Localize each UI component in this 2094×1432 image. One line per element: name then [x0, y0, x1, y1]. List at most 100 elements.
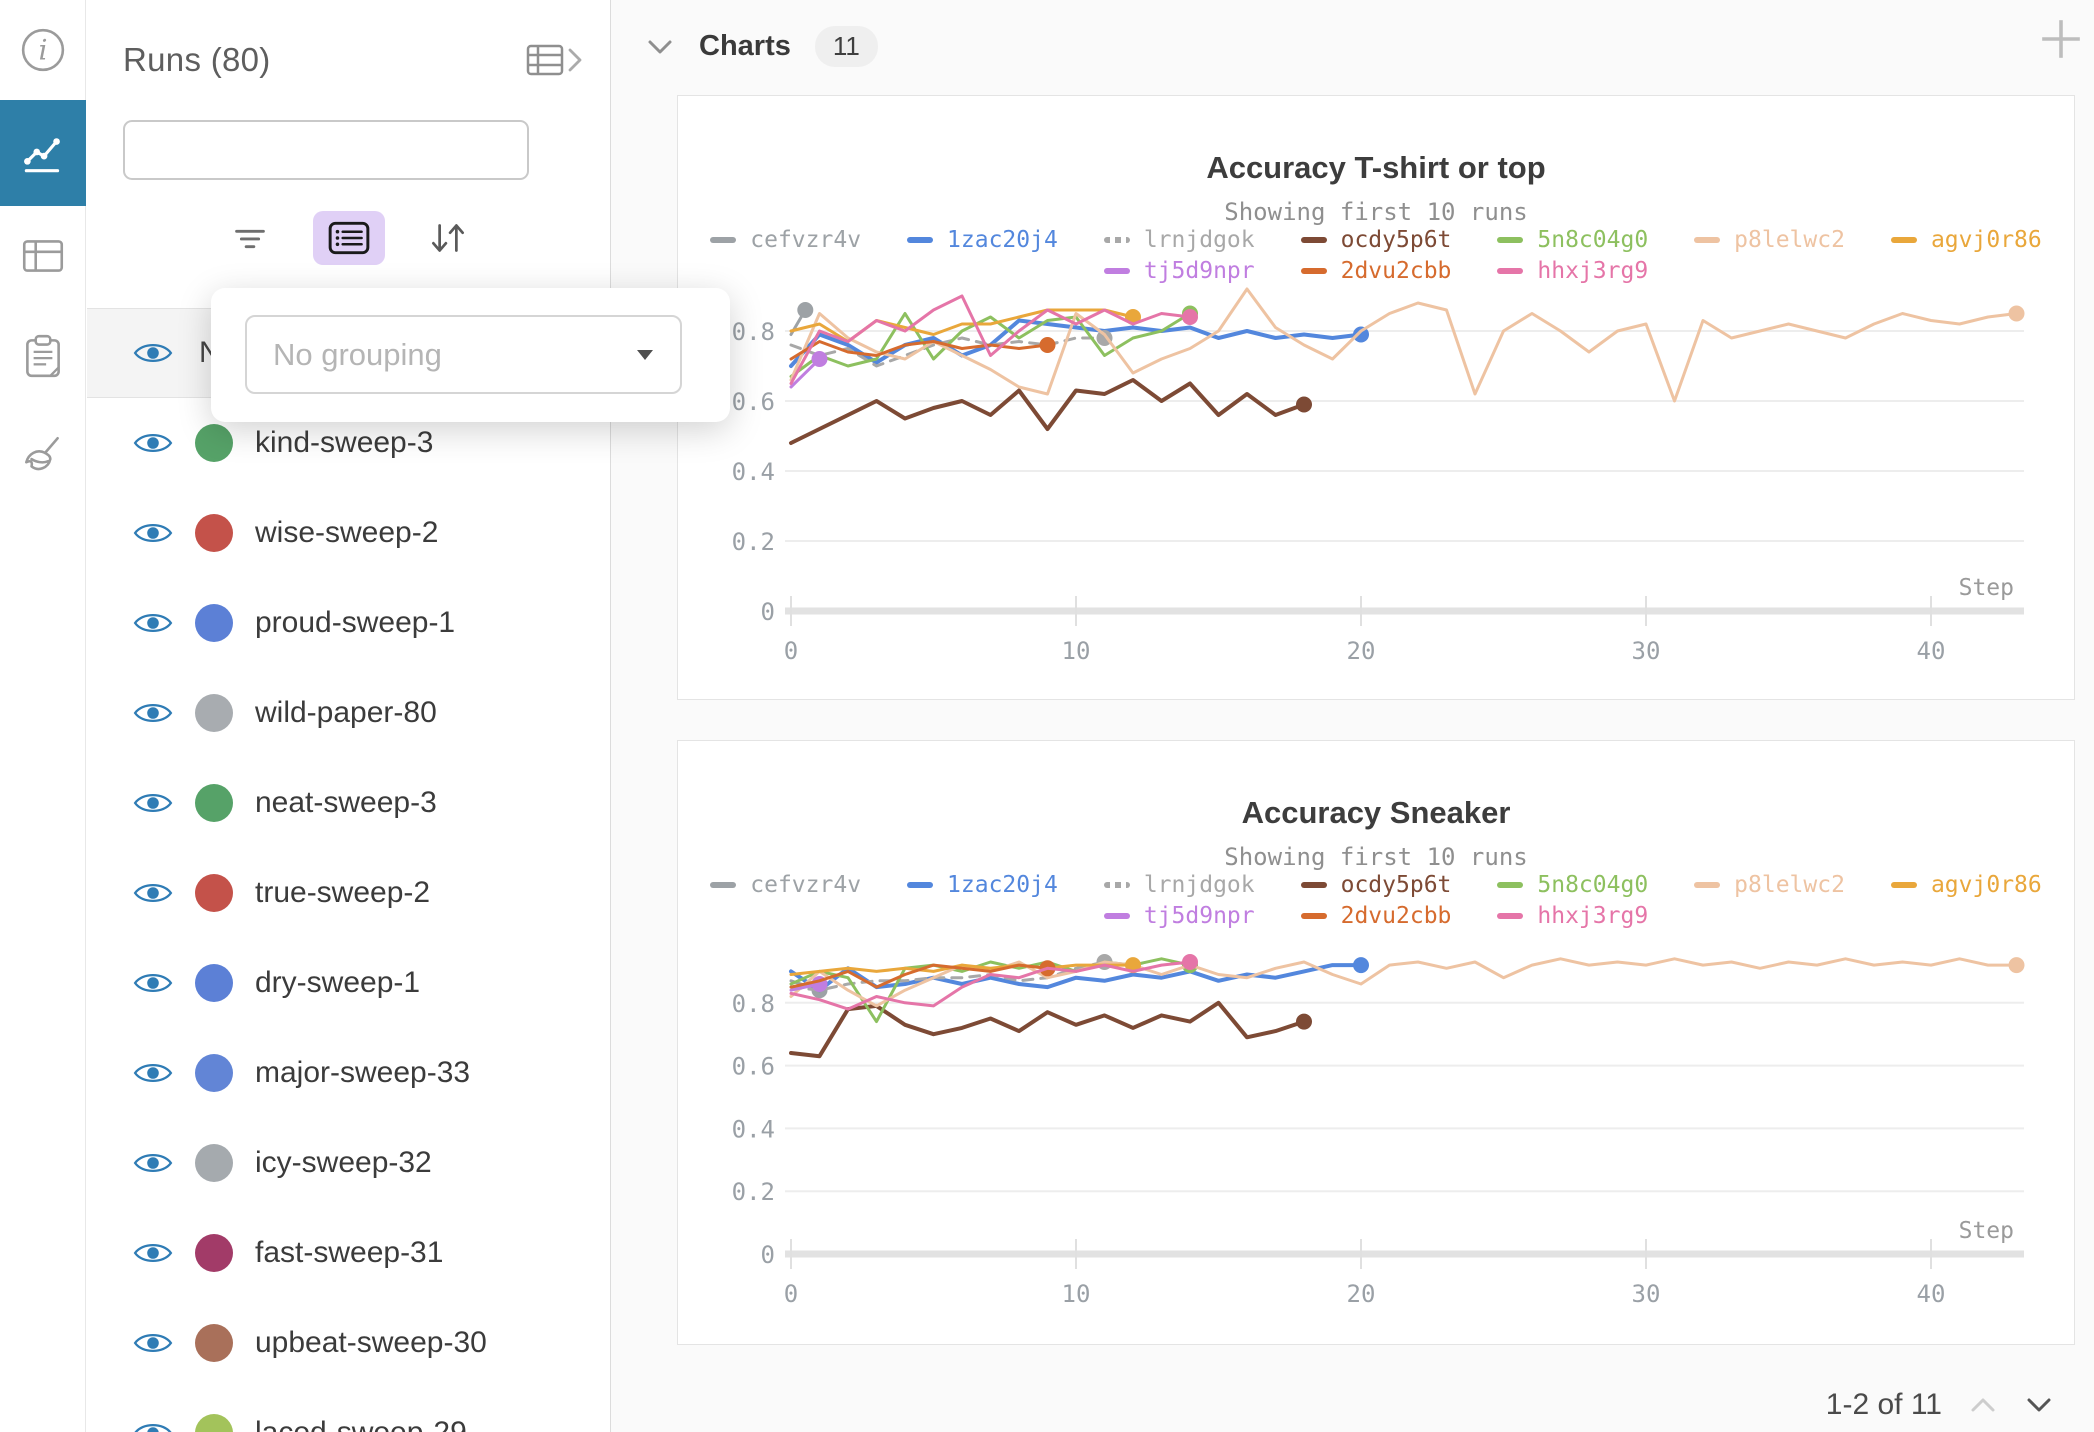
legend-item[interactable]: cefvzr4v	[710, 227, 861, 253]
legend-item[interactable]: ocdy5p6t	[1300, 872, 1451, 898]
run-name: wise-sweep-2	[255, 516, 439, 549]
grouping-select[interactable]: No grouping	[245, 315, 682, 394]
legend-item[interactable]: hhxj3rg9	[1497, 903, 1648, 929]
legend-item[interactable]: agvj0r86	[1890, 227, 2042, 253]
rail-item-charts[interactable]	[0, 100, 86, 206]
run-row[interactable]: proud-sweep-1	[87, 578, 610, 668]
legend-label: 2dvu2cbb	[1340, 903, 1452, 929]
legend-item[interactable]: lrnjdgok	[1103, 872, 1255, 898]
legend-swatch	[1300, 913, 1327, 919]
run-visibility-button[interactable]	[133, 698, 173, 728]
legend-item[interactable]: 1zac20j4	[907, 227, 1058, 253]
run-row[interactable]: dry-sweep-1	[87, 938, 610, 1028]
pagination-up-button[interactable]	[1968, 1394, 1998, 1416]
legend-label: 5n8c04g0	[1537, 872, 1649, 898]
search-input[interactable]	[155, 133, 520, 167]
run-visibility-button[interactable]	[133, 1418, 173, 1432]
run-row[interactable]: icy-sweep-32	[87, 1118, 610, 1208]
run-color-dot	[195, 514, 233, 552]
legend-item[interactable]: hhxj3rg9	[1497, 258, 1648, 284]
run-row[interactable]: major-sweep-33	[87, 1028, 610, 1118]
run-visibility-button[interactable]	[133, 518, 173, 548]
chart-panel[interactable]: 0 0.2 0.4 0.6 0.8 0 10 20 30 40 Step Accuracy Snea…	[677, 740, 2075, 1345]
run-visibility-button[interactable]	[133, 1148, 173, 1178]
svg-text:i: i	[38, 33, 47, 66]
eye-icon	[133, 343, 173, 363]
run-color-dot	[195, 1324, 233, 1362]
clipboard-icon	[26, 334, 60, 378]
info-icon: i	[21, 28, 65, 72]
runs-panel: Runs (80)	[87, 0, 730, 1432]
run-row[interactable]: neat-sweep-3	[87, 758, 610, 848]
sort-button[interactable]	[425, 215, 471, 261]
run-name: kind-sweep-3	[255, 426, 434, 459]
rail-item-notes[interactable]	[0, 306, 86, 406]
legend-item[interactable]: lrnjdgok	[1103, 227, 1255, 253]
legend-swatch	[1890, 882, 1917, 888]
pagination-down-button[interactable]	[2024, 1394, 2054, 1416]
legend-swatch	[1497, 268, 1524, 274]
legend-item[interactable]: 5n8c04g0	[1497, 872, 1648, 898]
run-row[interactable]: fast-sweep-31	[87, 1208, 610, 1298]
run-color-dot	[195, 424, 233, 462]
run-visibility-button[interactable]	[133, 1238, 173, 1268]
eye-icon	[133, 793, 173, 813]
run-color-dot	[195, 964, 233, 1002]
legend-item[interactable]: 2dvu2cbb	[1300, 258, 1451, 284]
chart-subtitle: Showing first 10 runs	[1224, 198, 1528, 226]
legend-item[interactable]: agvj0r86	[1890, 872, 2042, 898]
legend-item[interactable]: tj5d9npr	[1103, 903, 1255, 929]
legend-swatch	[1103, 237, 1130, 243]
legend-item[interactable]: 5n8c04g0	[1497, 227, 1648, 253]
table-expand-button[interactable]	[524, 38, 586, 82]
section-collapse-button[interactable]	[645, 34, 675, 60]
legend-label: tj5d9npr	[1143, 903, 1255, 929]
legend-swatch	[907, 237, 934, 243]
legend-item[interactable]: cefvzr4v	[710, 872, 861, 898]
filter-button[interactable]	[227, 215, 273, 261]
run-row[interactable]: kind-sweep-3	[87, 398, 610, 488]
legend-item[interactable]: p8lelwc2	[1694, 227, 1845, 253]
run-visibility-button[interactable]	[133, 788, 173, 818]
run-visibility-button[interactable]	[133, 1058, 173, 1088]
run-row[interactable]: laced-sweep-29	[87, 1388, 610, 1432]
svg-text:0: 0	[784, 1280, 798, 1308]
svg-text:0.6: 0.6	[732, 1053, 775, 1081]
run-color-dot	[195, 874, 233, 912]
run-visibility-button[interactable]	[133, 878, 173, 908]
legend-label: cefvzr4v	[750, 227, 862, 253]
legend-label: 5n8c04g0	[1537, 227, 1649, 253]
chart-subtitle: Showing first 10 runs	[1224, 843, 1528, 871]
legend-label: cefvzr4v	[750, 872, 862, 898]
rail-item-info[interactable]: i	[0, 0, 86, 100]
svg-text:40: 40	[1917, 637, 1946, 665]
run-visibility-button[interactable]	[133, 1328, 173, 1358]
add-panel-button[interactable]	[2038, 16, 2084, 67]
run-row[interactable]: true-sweep-2	[87, 848, 610, 938]
legend-item[interactable]: ocdy5p6t	[1300, 227, 1451, 253]
legend-item[interactable]: p8lelwc2	[1694, 872, 1845, 898]
legend-label: tj5d9npr	[1143, 258, 1255, 284]
rail-item-cleanup[interactable]	[0, 406, 86, 506]
legend-label: 1zac20j4	[947, 872, 1058, 898]
legend-swatch	[1497, 913, 1524, 919]
svg-text:40: 40	[1917, 1280, 1946, 1308]
run-visibility-button[interactable]	[133, 428, 173, 458]
legend-item[interactable]: 2dvu2cbb	[1300, 903, 1452, 929]
run-visibility-button[interactable]	[133, 608, 173, 638]
chart-panel[interactable]: 0 0.2 0.4 0.6 0.8 0 10 20 30 40 Step Accuracy T-sh…	[677, 95, 2075, 700]
run-row[interactable]: wild-paper-80	[87, 668, 610, 758]
run-row[interactable]: wise-sweep-2	[87, 488, 610, 578]
runs-search-box[interactable]	[123, 120, 529, 180]
line-chart-icon	[24, 138, 60, 173]
run-visibility-button[interactable]	[133, 968, 173, 998]
legend-item[interactable]: 1zac20j4	[907, 872, 1058, 898]
run-row[interactable]: upbeat-sweep-30	[87, 1298, 610, 1388]
runs-panel-title: Runs (80)	[123, 41, 271, 78]
toggle-all-visibility-button[interactable]	[133, 338, 173, 368]
group-button[interactable]	[313, 211, 385, 265]
legend-item[interactable]: tj5d9npr	[1103, 258, 1255, 284]
runs-list: Name kind-sweep-3 wise-sweep-2	[87, 308, 610, 1432]
rail-item-table[interactable]	[0, 206, 86, 306]
